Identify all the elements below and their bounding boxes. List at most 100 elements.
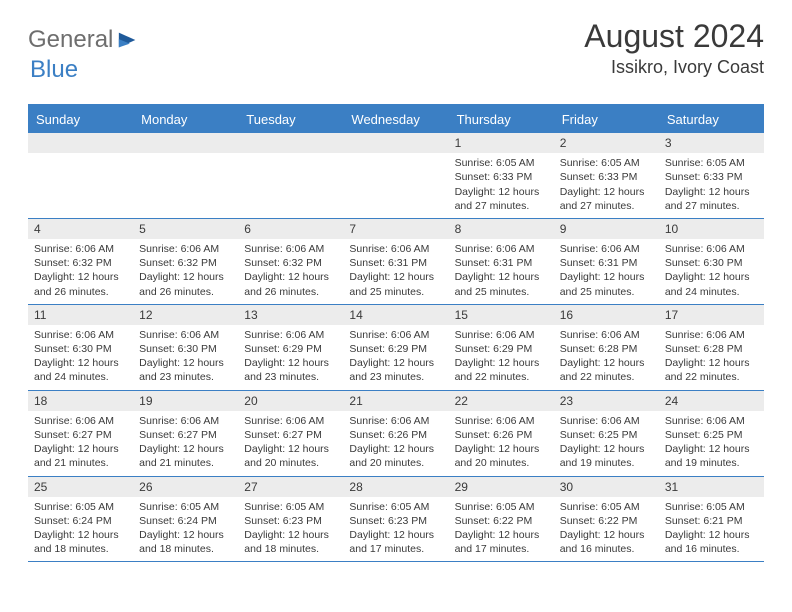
day-body: Sunrise: 6:06 AMSunset: 6:29 PMDaylight:…: [238, 325, 343, 390]
day-body: Sunrise: 6:05 AMSunset: 6:23 PMDaylight:…: [343, 497, 448, 562]
day-body: Sunrise: 6:06 AMSunset: 6:32 PMDaylight:…: [133, 239, 238, 304]
weeks-container: 1Sunrise: 6:05 AMSunset: 6:33 PMDaylight…: [28, 133, 764, 562]
sunset-text: Sunset: 6:30 PM: [665, 256, 758, 270]
sunset-text: Sunset: 6:28 PM: [665, 342, 758, 356]
daylight-text: Daylight: 12 hours and 23 minutes.: [349, 356, 442, 384]
sunset-text: Sunset: 6:27 PM: [139, 428, 232, 442]
day-cell: 30Sunrise: 6:05 AMSunset: 6:22 PMDayligh…: [554, 477, 659, 562]
daylight-text: Daylight: 12 hours and 18 minutes.: [139, 528, 232, 556]
day-number: [28, 133, 133, 153]
day-cell: 4Sunrise: 6:06 AMSunset: 6:32 PMDaylight…: [28, 219, 133, 304]
day-body: Sunrise: 6:05 AMSunset: 6:21 PMDaylight:…: [659, 497, 764, 562]
day-body: Sunrise: 6:05 AMSunset: 6:23 PMDaylight:…: [238, 497, 343, 562]
logo-text-general: General: [28, 26, 113, 54]
day-number: 11: [28, 305, 133, 325]
day-cell: 11 Sunrise: 6:06 AMSunset: 6:30 PMDayligh…: [28, 305, 133, 390]
sunset-text: Sunset: 6:26 PM: [349, 428, 442, 442]
daylight-text: Daylight: 12 hours and 22 minutes.: [665, 356, 758, 384]
day-body: Sunrise: 6:06 AMSunset: 6:31 PMDaylight:…: [449, 239, 554, 304]
day-number: 21: [343, 391, 448, 411]
daylight-text: Daylight: 12 hours and 24 minutes.: [665, 270, 758, 298]
sunset-text: Sunset: 6:25 PM: [560, 428, 653, 442]
day-body: Sunrise: 6:06 AMSunset: 6:27 PMDaylight:…: [28, 411, 133, 476]
sunset-text: Sunset: 6:33 PM: [665, 170, 758, 184]
month-title: August 2024: [584, 18, 764, 55]
day-cell: 19Sunrise: 6:06 AMSunset: 6:27 PMDayligh…: [133, 391, 238, 476]
daylight-text: Daylight: 12 hours and 24 minutes.: [34, 356, 127, 384]
daylight-text: Daylight: 12 hours and 26 minutes.: [139, 270, 232, 298]
day-body: Sunrise: 6:06 AMSunset: 6:31 PMDaylight:…: [343, 239, 448, 304]
day-body: [133, 153, 238, 161]
day-cell: 15Sunrise: 6:06 AMSunset: 6:29 PMDayligh…: [449, 305, 554, 390]
sunrise-text: Sunrise: 6:05 AM: [244, 500, 337, 514]
daylight-text: Daylight: 12 hours and 21 minutes.: [34, 442, 127, 470]
daylight-text: Daylight: 12 hours and 19 minutes.: [560, 442, 653, 470]
sunrise-text: Sunrise: 6:06 AM: [139, 414, 232, 428]
sunrise-text: Sunrise: 6:05 AM: [455, 500, 548, 514]
sunrise-text: Sunrise: 6:06 AM: [244, 242, 337, 256]
weekday-sunday: Sunday: [28, 106, 133, 133]
daylight-text: Daylight: 12 hours and 27 minutes.: [560, 185, 653, 213]
sunrise-text: Sunrise: 6:06 AM: [139, 328, 232, 342]
weekday-saturday: Saturday: [659, 106, 764, 133]
sunrise-text: Sunrise: 6:06 AM: [665, 414, 758, 428]
day-number: 23: [554, 391, 659, 411]
day-cell: 26Sunrise: 6:05 AMSunset: 6:24 PMDayligh…: [133, 477, 238, 562]
day-number: 1: [449, 133, 554, 153]
sunset-text: Sunset: 6:22 PM: [560, 514, 653, 528]
week-row: 4Sunrise: 6:06 AMSunset: 6:32 PMDaylight…: [28, 219, 764, 305]
day-number: 7: [343, 219, 448, 239]
daylight-text: Daylight: 12 hours and 17 minutes.: [455, 528, 548, 556]
sunrise-text: Sunrise: 6:05 AM: [349, 500, 442, 514]
weekday-header-row: Sunday Monday Tuesday Wednesday Thursday…: [28, 106, 764, 133]
daylight-text: Daylight: 12 hours and 17 minutes.: [349, 528, 442, 556]
day-number: 27: [238, 477, 343, 497]
daylight-text: Daylight: 12 hours and 25 minutes.: [349, 270, 442, 298]
day-cell: 13Sunrise: 6:06 AMSunset: 6:29 PMDayligh…: [238, 305, 343, 390]
sunset-text: Sunset: 6:33 PM: [560, 170, 653, 184]
daylight-text: Daylight: 12 hours and 21 minutes.: [139, 442, 232, 470]
day-number: 2: [554, 133, 659, 153]
day-cell: 28Sunrise: 6:05 AMSunset: 6:23 PMDayligh…: [343, 477, 448, 562]
day-body: [28, 153, 133, 161]
daylight-text: Daylight: 12 hours and 16 minutes.: [665, 528, 758, 556]
sunset-text: Sunset: 6:27 PM: [34, 428, 127, 442]
day-number: 24: [659, 391, 764, 411]
sunrise-text: Sunrise: 6:06 AM: [34, 328, 127, 342]
day-body: Sunrise: 6:06 AMSunset: 6:31 PMDaylight:…: [554, 239, 659, 304]
sunrise-text: Sunrise: 6:05 AM: [560, 500, 653, 514]
day-number: 5: [133, 219, 238, 239]
weekday-tuesday: Tuesday: [238, 106, 343, 133]
sunset-text: Sunset: 6:30 PM: [34, 342, 127, 356]
day-cell: 23Sunrise: 6:06 AMSunset: 6:25 PMDayligh…: [554, 391, 659, 476]
daylight-text: Daylight: 12 hours and 27 minutes.: [455, 185, 548, 213]
title-block: August 2024 Issikro, Ivory Coast: [584, 18, 764, 78]
sunset-text: Sunset: 6:32 PM: [139, 256, 232, 270]
sunrise-text: Sunrise: 6:06 AM: [244, 414, 337, 428]
day-number: 29: [449, 477, 554, 497]
day-cell: 24Sunrise: 6:06 AMSunset: 6:25 PMDayligh…: [659, 391, 764, 476]
day-cell: [28, 133, 133, 218]
day-body: Sunrise: 6:06 AMSunset: 6:25 PMDaylight:…: [659, 411, 764, 476]
sunset-text: Sunset: 6:32 PM: [34, 256, 127, 270]
day-body: Sunrise: 6:06 AMSunset: 6:27 PMDaylight:…: [133, 411, 238, 476]
day-number: 31: [659, 477, 764, 497]
day-cell: 27Sunrise: 6:05 AMSunset: 6:23 PMDayligh…: [238, 477, 343, 562]
day-body: Sunrise: 6:05 AMSunset: 6:24 PMDaylight:…: [133, 497, 238, 562]
day-number: 3: [659, 133, 764, 153]
week-row: 11Sunrise: 6:06 AMSunset: 6:30 PMDayligh…: [28, 305, 764, 391]
day-number: [133, 133, 238, 153]
weekday-wednesday: Wednesday: [343, 106, 448, 133]
daylight-text: Daylight: 12 hours and 19 minutes.: [665, 442, 758, 470]
sunrise-text: Sunrise: 6:06 AM: [455, 328, 548, 342]
day-number: [343, 133, 448, 153]
day-cell: 14Sunrise: 6:06 AMSunset: 6:29 PMDayligh…: [343, 305, 448, 390]
day-cell: [133, 133, 238, 218]
day-body: Sunrise: 6:06 AMSunset: 6:29 PMDaylight:…: [449, 325, 554, 390]
sunset-text: Sunset: 6:23 PM: [244, 514, 337, 528]
day-body: Sunrise: 6:05 AMSunset: 6:22 PMDaylight:…: [449, 497, 554, 562]
sunrise-text: Sunrise: 6:06 AM: [665, 242, 758, 256]
day-number: 6: [238, 219, 343, 239]
weekday-friday: Friday: [554, 106, 659, 133]
day-cell: 18Sunrise: 6:06 AMSunset: 6:27 PMDayligh…: [28, 391, 133, 476]
